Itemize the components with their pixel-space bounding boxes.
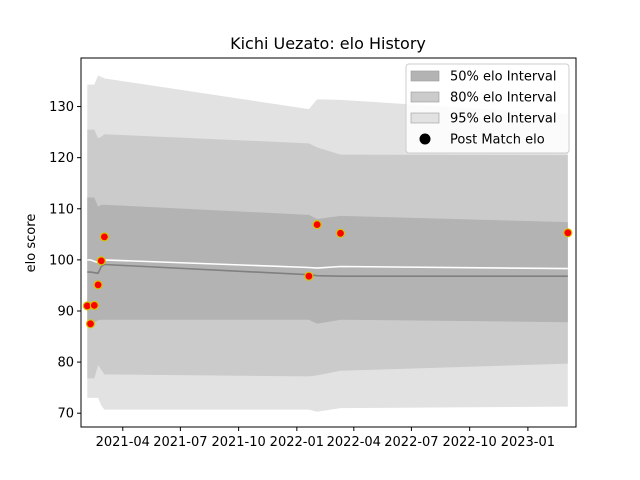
median-line — [87, 263, 568, 278]
legend-label: 50% elo Interval — [450, 70, 557, 85]
post-match-elo-point — [335, 228, 346, 238]
legend-label: Post Match elo — [450, 133, 545, 148]
plot-frame — [80, 57, 577, 428]
y-tick-label: 80 — [57, 356, 74, 371]
legend-label: 95% elo Interval — [450, 112, 557, 127]
post-match-elo-point — [304, 271, 314, 281]
post-match-elo-point — [93, 280, 103, 290]
plot-area: 70 80 90 100 110 120 130 2021-04 2021-07 2021-10 2… — [49, 57, 577, 450]
legend-swatch — [410, 70, 440, 82]
y-tick-label: 100 — [49, 253, 74, 268]
y-axis-label: elo score — [24, 214, 39, 273]
legend-swatch — [410, 91, 440, 103]
y-tick-label: 130 — [49, 100, 74, 115]
legend-label: 80% elo Interval — [450, 91, 557, 106]
legend-swatch — [410, 112, 440, 124]
x-tick-label: 2022-10 — [442, 435, 496, 450]
legend-box — [405, 63, 570, 154]
post-match-elo-point — [312, 220, 322, 230]
x-tick-label: 2023-01 — [501, 435, 555, 450]
post-match-elo-point — [563, 228, 573, 238]
y-tick-label: 110 — [49, 202, 74, 217]
chart-title: Kichi Uezato: elo History — [230, 34, 426, 53]
x-tick-label: 2022-04 — [327, 435, 381, 450]
legend-marker — [419, 133, 431, 145]
band-50-percent — [87, 197, 568, 324]
post-match-elo-point — [96, 256, 106, 266]
x-tick-label: 2021-07 — [153, 435, 207, 450]
x-tick-label: 2021-10 — [211, 435, 265, 450]
x-tick-label: 2022-07 — [384, 435, 438, 450]
post-match-elo-point — [89, 300, 99, 310]
post-match-elo-point — [85, 319, 96, 329]
y-tick-label: 90 — [57, 304, 74, 319]
y-tick-label: 120 — [49, 151, 74, 166]
legend: 50% elo Interval 80% elo Interval 95% elo … — [405, 63, 570, 154]
y-tick-label: 70 — [57, 407, 74, 422]
x-tick-label: 2022-01 — [270, 435, 324, 450]
x-tick-label: 2021-04 — [96, 435, 150, 450]
post-match-elo-point — [99, 232, 110, 242]
